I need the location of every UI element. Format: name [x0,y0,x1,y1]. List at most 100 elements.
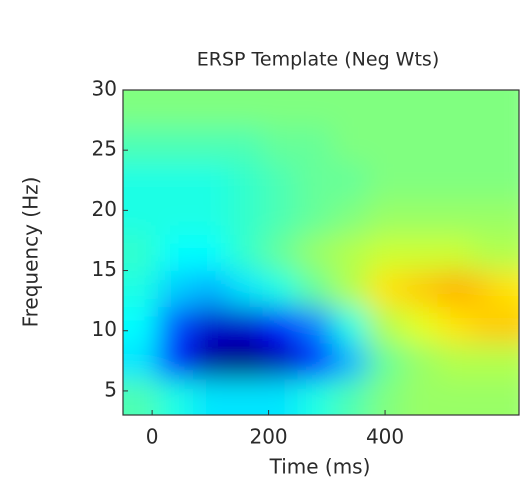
heat-cell [437,126,473,163]
heat-cell [402,234,438,272]
heat-cell [495,378,519,415]
heat-cell [402,270,438,308]
heat-cell [402,342,438,380]
heat-cell [472,270,497,308]
y-tick-label: 25 [92,137,117,161]
chart-title: ERSP Template (Neg Wts) [197,49,439,71]
heat-cell [262,270,299,308]
heat-cell [472,198,497,235]
heat-cell [262,306,299,344]
heat-cell [262,126,299,163]
heat-cell [123,378,159,415]
heat-cell [227,234,264,272]
heat-cell [157,270,194,308]
heat-cell [367,162,404,199]
heat-cell [297,198,334,235]
heat-cell [437,90,473,127]
x-axis-label: Time (ms) [269,455,371,479]
heat-cell [402,306,438,344]
heat-cell [157,306,194,344]
heat-cell [157,342,194,380]
heat-cell [262,234,299,272]
heat-cell [297,162,334,199]
heat-cell [495,126,519,163]
heat-cell [192,378,229,415]
heat-cell [495,342,519,380]
heat-cell [437,198,473,235]
y-tick-label: 30 [92,77,117,101]
heat-cell [402,126,438,163]
heat-cell [437,306,473,344]
heat-cell [402,378,438,415]
heat-cell [262,342,299,380]
heat-cell [367,306,404,344]
heat-cell [123,306,159,344]
heat-cell [332,162,369,199]
heat-cell [192,162,229,199]
heat-cell [472,162,497,199]
heat-cell [367,378,404,415]
y-tick-label: 10 [92,317,117,341]
heat-cell [227,342,264,380]
heat-cell [297,378,334,415]
heat-cell [472,234,497,272]
x-tick-label: 400 [366,425,404,449]
heat-cell [157,234,194,272]
heat-cell [495,90,519,127]
heat-cell [437,270,473,308]
heat-cell [192,198,229,235]
heat-cell [157,162,194,199]
heat-cell [472,378,497,415]
heat-cell [495,198,519,235]
heat-cell [123,162,159,199]
heat-cell [437,378,473,415]
heat-cell [367,126,404,163]
heat-cell [157,126,194,163]
heat-cell [227,90,264,127]
y-tick-label: 20 [92,197,117,221]
heat-cell [472,342,497,380]
heat-cell [123,234,159,272]
heat-cell [227,306,264,344]
heatmap [123,90,519,415]
heat-cell [297,126,334,163]
y-tick-label: 15 [92,257,117,281]
heat-cell [192,270,229,308]
heat-cell [495,270,519,308]
heat-cell [437,162,473,199]
heat-cell [332,306,369,344]
heat-cell [262,378,299,415]
heat-cell [227,270,264,308]
heat-cell [262,90,299,127]
heat-cell [192,90,229,127]
heat-cell [297,342,334,380]
heat-cell [472,126,497,163]
heat-cell [192,234,229,272]
heat-cell [402,90,438,127]
heat-cell [123,126,159,163]
heat-cell [227,378,264,415]
heat-cell [227,198,264,235]
heat-cell [332,342,369,380]
heat-cell [123,342,159,380]
heat-cell [495,162,519,199]
heat-cell [367,270,404,308]
heat-cell [367,198,404,235]
heat-cell [157,378,194,415]
heat-cell [123,198,159,235]
heat-cell [472,90,497,127]
heat-cell [402,162,438,199]
heat-cell [495,234,519,272]
heat-cell [297,90,334,127]
heat-cell [437,234,473,272]
x-tick-label: 0 [146,425,159,449]
heat-cell [437,342,473,380]
heat-cell [262,198,299,235]
heat-cell [157,90,194,127]
heat-cell [402,198,438,235]
heat-cell [332,126,369,163]
heat-cell [367,342,404,380]
x-tick-label: 200 [249,425,287,449]
heat-cell [227,162,264,199]
